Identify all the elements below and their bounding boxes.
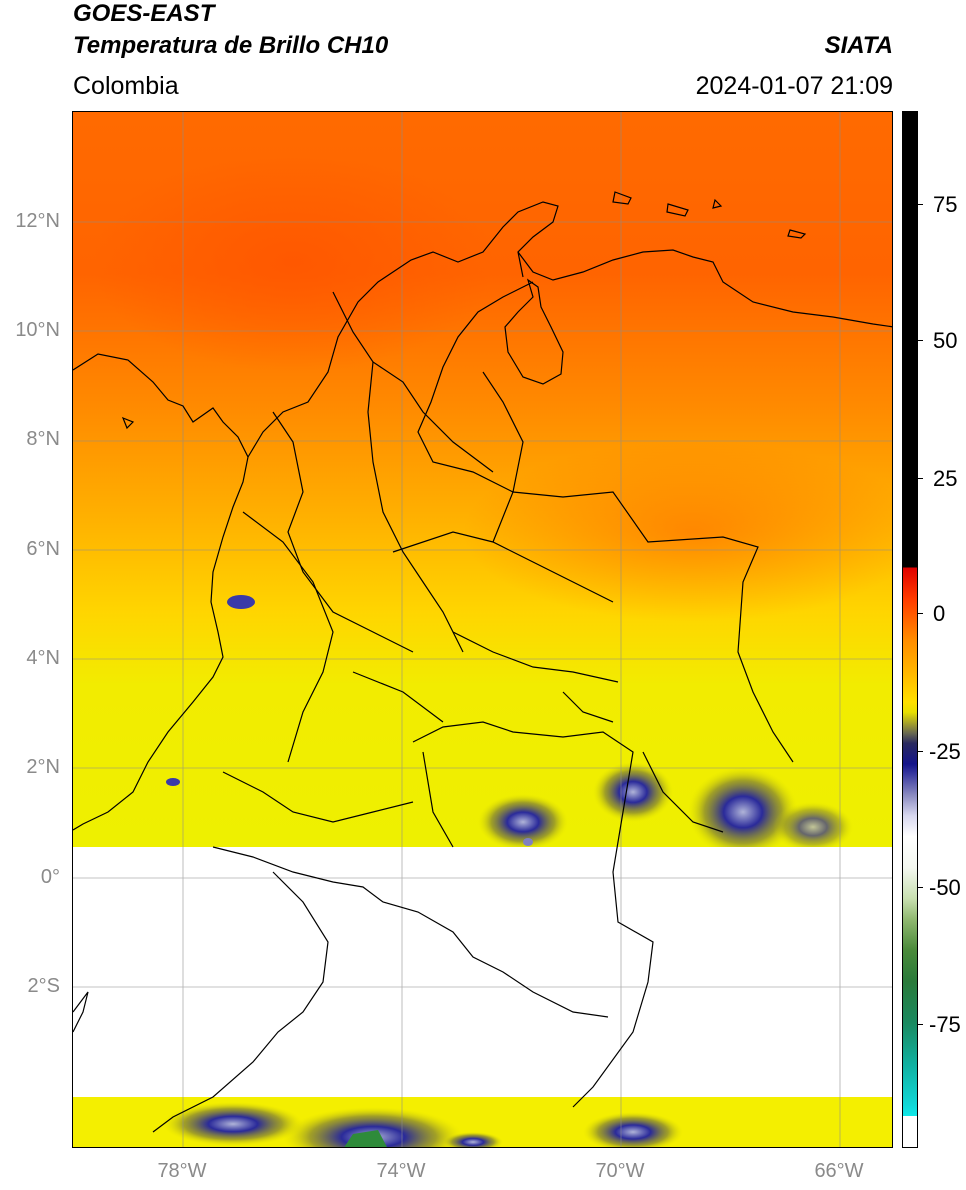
satellite-title: GOES-EAST <box>73 0 215 27</box>
lake-maracaibo <box>504 278 564 385</box>
warm-region <box>463 442 892 622</box>
colorbar-label-neg50: -50 <box>929 875 961 900</box>
department-border <box>422 751 454 848</box>
department-border <box>222 771 414 823</box>
national-border <box>417 281 794 763</box>
lat-label-10n: 10°N <box>15 319 60 341</box>
national-border <box>212 846 609 1018</box>
colorbar-label-75: 75 <box>933 192 958 217</box>
department-border <box>392 531 614 603</box>
national-border <box>412 721 654 1108</box>
coastline <box>73 353 249 831</box>
department-border <box>242 511 334 763</box>
lat-label-2n: 2°N <box>26 756 60 778</box>
cold-cloud <box>283 1107 463 1147</box>
agency-label: SIATA <box>824 32 893 59</box>
cold-cloud <box>773 802 853 852</box>
warm-region <box>93 152 493 372</box>
colorbar-label-neg75: -75 <box>929 1012 961 1037</box>
colorbar-label-neg25: -25 <box>929 739 961 764</box>
lat-label-6n: 6°N <box>26 538 60 560</box>
cold-cloud <box>166 778 180 786</box>
department-border <box>452 631 619 683</box>
cold-core <box>344 1130 387 1147</box>
lat-label-8n: 8°N <box>26 428 60 450</box>
product-title: Temperatura de Brillo CH10 <box>73 32 389 59</box>
colorbar <box>902 111 918 1148</box>
coastline <box>517 249 892 328</box>
colorbar-tick <box>918 751 923 752</box>
colorbar-tick <box>918 478 923 479</box>
map-panel[interactable] <box>72 111 893 1148</box>
colorbar-tick <box>918 613 923 614</box>
colorbar-label-50: 50 <box>933 328 958 353</box>
lat-label-4n: 4°N <box>26 647 60 669</box>
lon-label-66w: 66°W <box>814 1160 864 1182</box>
island <box>612 191 632 205</box>
datetime-label: 2024-01-07 21:09 <box>695 72 893 100</box>
borders <box>73 191 892 1133</box>
cold-cloud <box>478 794 568 850</box>
colorbar-tick <box>918 340 923 341</box>
lon-label-74w: 74°W <box>376 1160 426 1182</box>
island <box>666 203 689 217</box>
colorbar-tick <box>918 204 923 205</box>
department-border <box>332 291 494 473</box>
lat-label-2s: 2°S <box>27 975 60 997</box>
region-label: Colombia <box>73 72 179 100</box>
island <box>787 229 807 239</box>
cold-cloud <box>583 1112 683 1147</box>
cold-cloud <box>163 1102 303 1146</box>
brightness-temperature-map <box>73 112 892 1147</box>
island <box>712 198 723 209</box>
colorbar-tick <box>918 887 923 888</box>
department-border <box>272 411 414 653</box>
cold-cloud <box>227 595 255 609</box>
lat-label-12n: 12°N <box>15 210 60 232</box>
missing-data-band <box>73 847 892 1097</box>
island <box>121 416 135 430</box>
cold-cloud <box>593 762 673 822</box>
cold-cloud <box>523 838 533 846</box>
coastline <box>73 991 89 1033</box>
department-border <box>482 371 524 543</box>
department-border <box>352 671 444 723</box>
colorbar-label-0: 0 <box>933 601 946 626</box>
national-border <box>152 871 329 1133</box>
lon-label-78w: 78°W <box>157 1160 207 1182</box>
department-border <box>642 751 724 833</box>
graticule <box>73 112 892 1147</box>
coastline <box>247 201 559 458</box>
colorbar-label-25: 25 <box>933 466 958 491</box>
department-border <box>367 361 464 653</box>
cold-cloud <box>443 1132 503 1147</box>
department-border <box>562 691 614 723</box>
lat-label-0: 0° <box>40 866 60 888</box>
lon-label-70w: 70°W <box>595 1160 645 1182</box>
colorbar-tick <box>918 1024 923 1025</box>
cold-cloud <box>688 767 798 857</box>
